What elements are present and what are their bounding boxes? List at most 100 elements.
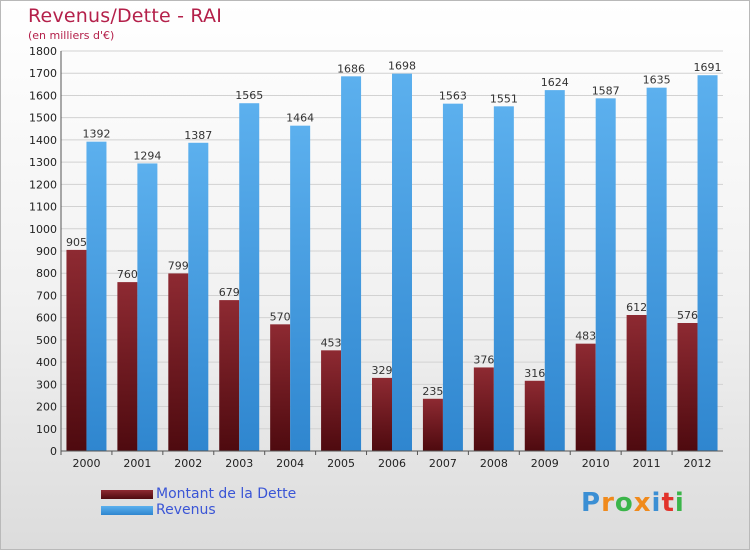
axes: 0 100 200 300 400 500 600 700 800 900 1000 1100 1200… <box>29 45 723 470</box>
data-label: 570 <box>270 310 291 323</box>
bar-revenue <box>239 103 260 451</box>
logo-letter: P <box>581 488 602 518</box>
data-label: 453 <box>321 336 342 349</box>
data-label: 1587 <box>592 84 620 97</box>
bar-debt <box>422 398 443 451</box>
proxiti-logo: Proxiti <box>581 488 685 518</box>
bar-debt <box>372 377 392 451</box>
x-tick-label: 2011 <box>633 457 661 470</box>
bar-debt <box>270 324 291 451</box>
bar-revenue <box>392 73 412 452</box>
y-tick-label: 600 <box>36 312 57 325</box>
data-label: 329 <box>372 364 393 377</box>
bar-debt <box>66 249 87 451</box>
y-tick-label: 1500 <box>29 112 57 125</box>
data-label: 1551 <box>490 92 518 105</box>
bar-revenue <box>646 87 667 452</box>
y-tick-label: 400 <box>36 356 57 369</box>
y-tick-label: 1300 <box>29 156 57 169</box>
data-label: 799 <box>168 259 189 272</box>
data-label: 376 <box>473 353 494 366</box>
legend-label-revenue: Revenus <box>156 502 216 518</box>
y-tick-label: 700 <box>36 289 57 302</box>
x-tick-label: 2008 <box>480 457 508 470</box>
x-tick-label: 2005 <box>327 457 355 470</box>
bar-revenue <box>442 103 463 452</box>
bar-debt <box>219 300 240 451</box>
data-label: 612 <box>626 301 647 314</box>
x-tick-label: 2004 <box>276 457 304 470</box>
y-tick-label: 1100 <box>29 201 57 214</box>
x-tick-label: 2001 <box>123 457 151 470</box>
bar-revenue <box>544 90 565 451</box>
bar-revenue <box>137 163 158 451</box>
x-tick-label: 2003 <box>225 457 253 470</box>
x-tick-label: 2007 <box>429 457 457 470</box>
data-label: 576 <box>677 309 698 322</box>
bar-debt <box>473 367 494 451</box>
data-label: 1624 <box>541 76 569 89</box>
logo-letter: o <box>614 488 634 518</box>
legend-swatch-debt <box>101 490 153 499</box>
x-tick-label: 2012 <box>684 457 712 470</box>
y-tick-label: 100 <box>36 423 57 436</box>
y-tick-label: 500 <box>36 334 57 347</box>
y-tick-label: 0 <box>50 445 57 458</box>
y-tick-label: 1800 <box>29 45 57 58</box>
x-tick-label: 2009 <box>531 457 559 470</box>
data-label: 483 <box>575 330 596 343</box>
bars <box>66 73 718 452</box>
x-tick-label: 2002 <box>174 457 202 470</box>
y-tick-label: 300 <box>36 378 57 391</box>
bar-debt <box>626 315 647 451</box>
y-tick-label: 900 <box>36 245 57 258</box>
data-label: 1563 <box>439 90 467 103</box>
data-label: 1686 <box>337 62 365 75</box>
bar-revenue <box>595 98 616 451</box>
logo-letter: t <box>661 488 675 518</box>
y-tick-label: 1200 <box>29 178 57 191</box>
data-label: 1294 <box>133 149 161 162</box>
x-tick-label: 2006 <box>378 457 406 470</box>
chart-title: Revenus/Dette - RAI <box>28 5 223 27</box>
bar-revenue <box>697 75 718 451</box>
bar-debt <box>168 273 189 451</box>
data-label: 760 <box>117 268 138 281</box>
bar-revenue <box>86 141 107 451</box>
y-tick-label: 1400 <box>29 134 57 147</box>
data-label: 679 <box>219 286 240 299</box>
x-tick-label: 2010 <box>582 457 610 470</box>
data-labels: 905 1392 760 1294 799 1387 679 1565 570 1464 453 16… <box>66 60 722 398</box>
y-tick-label: 1000 <box>29 223 57 236</box>
data-label: 235 <box>422 385 443 398</box>
x-tick-label: 2000 <box>72 457 100 470</box>
legend-swatch-revenue <box>101 506 153 515</box>
logo-letter: i <box>651 488 662 518</box>
y-tick-label: 200 <box>36 401 57 414</box>
logo-letter: x <box>633 488 652 518</box>
data-label: 1392 <box>82 128 110 141</box>
logo-letter: r <box>601 488 615 518</box>
bar-revenue <box>493 106 514 451</box>
data-label: 905 <box>66 236 87 249</box>
bar-debt <box>575 343 596 451</box>
legend-label-debt: Montant de la Dette <box>156 486 297 502</box>
bar-debt <box>677 323 698 451</box>
data-label: 1635 <box>643 74 671 87</box>
y-tick-label: 1700 <box>29 67 57 80</box>
bar-revenue <box>341 76 362 451</box>
bar-revenue <box>188 142 209 451</box>
logo-letter: i <box>674 488 685 518</box>
bar-revenue <box>290 125 311 452</box>
data-label: 1691 <box>694 61 722 74</box>
data-label: 1698 <box>388 60 416 73</box>
data-label: 1387 <box>184 129 212 142</box>
bar-debt <box>321 350 342 451</box>
data-label: 1464 <box>286 112 314 125</box>
bar-debt <box>524 380 545 451</box>
y-tick-label: 800 <box>36 267 57 280</box>
data-label: 1565 <box>235 89 263 102</box>
y-tick-label: 1600 <box>29 89 57 102</box>
